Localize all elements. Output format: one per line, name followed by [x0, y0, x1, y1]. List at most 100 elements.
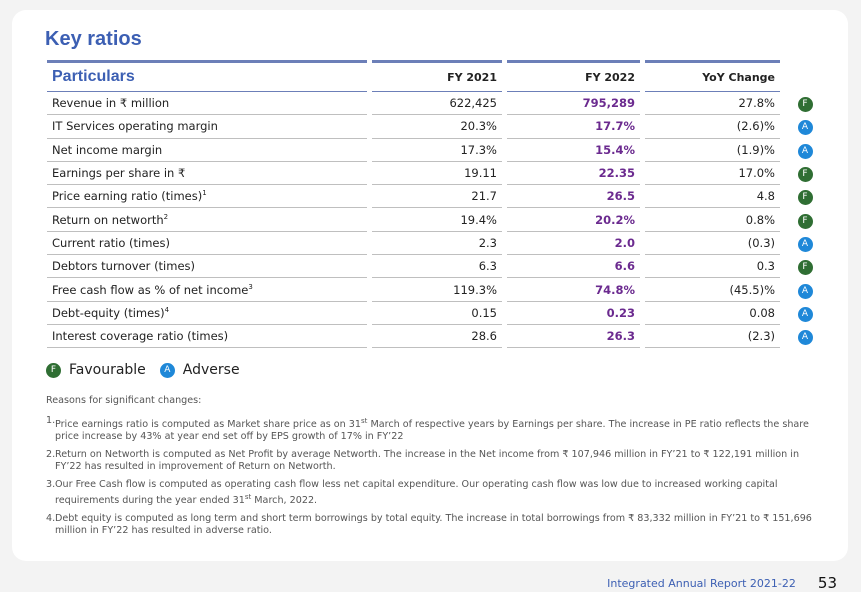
row-label: Price earning ratio (times)1 [47, 185, 367, 209]
footnote-ref: 1 [202, 189, 207, 198]
status-badge: A [797, 143, 813, 159]
status-cell: A [785, 278, 825, 301]
superscript: st [360, 417, 368, 425]
note-text: Debt equity is computed as long term and… [55, 513, 816, 537]
table-row: Earnings per share in ₹ 19.11 22.35 17.0% F [47, 162, 825, 186]
label-text: IT Services operating margin [52, 119, 218, 134]
status-badge: A [797, 120, 813, 136]
status-badge: F [797, 97, 813, 113]
yoy-value: (1.9)% [645, 139, 780, 162]
fy2022-value: 17.7% [507, 115, 640, 139]
table-row: IT Services operating margin 20.3% 17.7% (2… [47, 115, 825, 139]
status-cell: A [785, 139, 825, 162]
table-row: Net income margin 17.3% 15.4% (1.9)% A [47, 139, 825, 162]
row-label: Revenue in ₹ million [47, 92, 367, 116]
column-header: FY 2021 [372, 60, 502, 92]
fy2022-value: 26.5 [507, 185, 640, 209]
fy2021-value: 19.4% [372, 208, 502, 232]
note: 2. Return on Networth is computed as Net … [46, 449, 816, 473]
yoy-value: 4.8 [645, 185, 780, 209]
row-label: Net income margin [47, 139, 367, 162]
yoy-value: 27.8% [645, 92, 780, 116]
fy2022-value: 795,289 [507, 92, 640, 116]
note-number: 4. [46, 513, 56, 525]
footer: Integrated Annual Report 2021-22 53 [607, 574, 837, 592]
fy2021-value: 19.11 [372, 162, 502, 186]
fy2021-value: 622,425 [372, 92, 502, 116]
fy2022-value: 22.35 [507, 162, 640, 186]
table-row: Price earning ratio (times)1 21.7 26.5 4.8 F [47, 185, 825, 209]
yoy-value: (2.3) [645, 325, 780, 349]
footnote-ref: 2 [163, 212, 169, 221]
status-cell: A [785, 115, 825, 138]
footnote-ref: 4 [164, 305, 170, 314]
fy2021-value: 6.3 [372, 255, 502, 279]
note-number: 2. [46, 449, 56, 461]
row-label: Free cash flow as % of net income3 [47, 278, 367, 302]
status-cell: A [785, 232, 825, 255]
label-text: Current ratio (times) [52, 235, 170, 250]
fy2021-value: 17.3% [372, 139, 502, 162]
label-text: Revenue in ₹ million [52, 96, 170, 111]
badge-header [785, 60, 825, 92]
fy2022-value: 15.4% [507, 139, 640, 162]
note-part: March of respective years by Earnings pe… [55, 419, 809, 443]
status-badge: F [797, 190, 813, 206]
table-row: Debt-equity (times)4 0.15 0.23 0.08 A [47, 302, 825, 325]
fy2022-value: 26.3 [507, 325, 640, 349]
legend-item: A Adverse [159, 362, 240, 378]
row-label: Current ratio (times) [47, 232, 367, 256]
note-number: 1. [46, 415, 56, 426]
legend-badge: A [159, 362, 175, 378]
fy2021-value: 20.3% [372, 115, 502, 139]
column-header: Particulars [47, 60, 367, 92]
label-text: Debtors turnover (times) [52, 259, 196, 274]
fy2021-value: 2.3 [372, 232, 502, 256]
row-label: Earnings per share in ₹ [47, 162, 367, 186]
superscript: st [244, 493, 252, 502]
note-text: Price earnings ratio is computed as Mark… [55, 415, 816, 443]
status-badge: F [797, 260, 813, 276]
yoy-value: (2.6)% [645, 115, 780, 139]
yoy-value: 17.0% [645, 162, 780, 186]
ratios-table: Particulars FY 2021 FY 2022 YoY Change Reve… [42, 60, 830, 349]
label-text: Price earning ratio (times) [52, 189, 203, 204]
fy2022-value: 2.0 [507, 232, 640, 256]
status-cell: F [785, 185, 825, 208]
note: 4. Debt equity is computed as long term a… [46, 513, 816, 537]
status-cell: F [785, 208, 825, 231]
yoy-value: (0.3) [645, 232, 780, 256]
status-cell: F [785, 162, 825, 185]
status-badge: F [797, 213, 813, 229]
fy2022-value: 20.2% [507, 208, 640, 232]
fy2021-value: 28.6 [372, 325, 502, 349]
status-cell: A [785, 302, 825, 325]
status-badge: A [797, 306, 813, 322]
table-row: Current ratio (times) 2.3 2.0 (0.3) A [47, 232, 825, 256]
table-row: Debtors turnover (times) 6.3 6.6 0.3 F [47, 255, 825, 279]
table-row: Free cash flow as % of net income3 119.3%… [47, 278, 825, 302]
report-name: Integrated Annual Report 2021-22 [607, 576, 796, 590]
status-badge: A [797, 330, 813, 346]
row-label: Debtors turnover (times) [47, 255, 367, 279]
label-text: Earnings per share in ₹ [52, 166, 186, 181]
label-text: Interest coverage ratio (times) [52, 329, 229, 344]
table-row: Return on networth2 19.4% 20.2% 0.8% F [47, 208, 825, 232]
note-part: March, 2022. [251, 495, 318, 507]
legend-label: Favourable [69, 362, 146, 378]
legend-item: F Favourable [46, 362, 146, 378]
header-row: Particulars FY 2021 FY 2022 YoY Change [47, 60, 825, 92]
fy2022-value: 0.23 [507, 302, 640, 325]
note-text: Return on Networth is computed as Net Pr… [55, 449, 816, 473]
fy2021-value: 0.15 [372, 302, 502, 325]
notes: Reasons for significant changes: 1. Price… [46, 395, 816, 543]
status-badge: A [797, 283, 813, 299]
status-cell: F [785, 92, 825, 115]
legend-label: Adverse [182, 362, 240, 378]
status-cell: A [785, 325, 825, 348]
row-label: IT Services operating margin [47, 115, 367, 139]
notes-heading: Reasons for significant changes: [46, 395, 202, 406]
yoy-value: 0.3 [645, 255, 780, 279]
legend: F Favourable A Adverse [46, 362, 240, 378]
